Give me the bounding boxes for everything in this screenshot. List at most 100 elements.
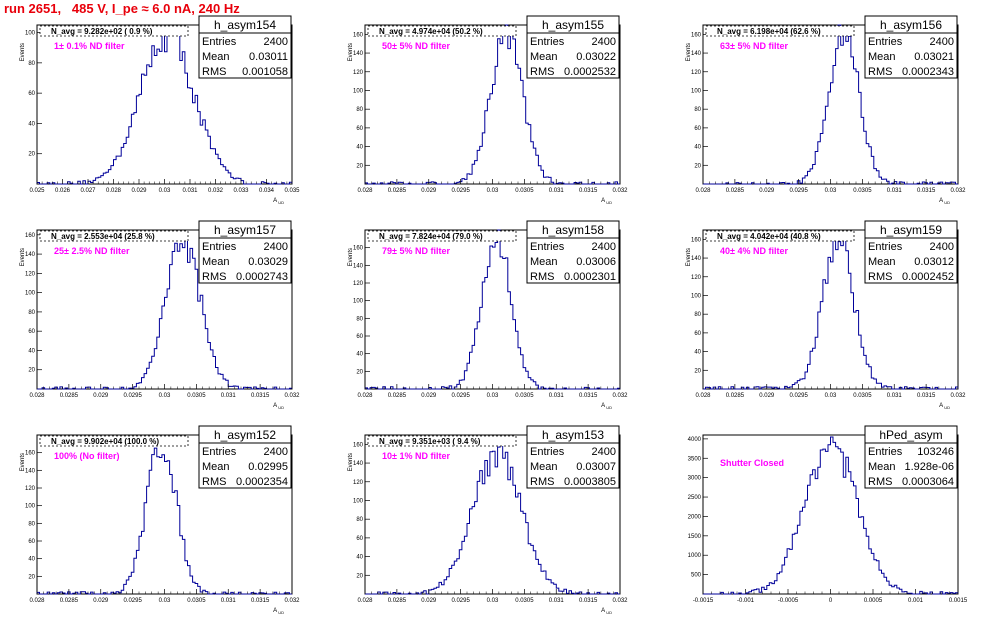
stats-box bbox=[526, 442, 620, 489]
stat-label: RMS bbox=[868, 271, 892, 283]
stat-label: RMS bbox=[868, 476, 892, 488]
navg-label: N_avg = 7.824e+04 (79.0 %) bbox=[379, 232, 483, 241]
stat-value: 2400 bbox=[592, 241, 616, 253]
y-tick-label: 60 bbox=[356, 334, 363, 340]
stat-value: 2400 bbox=[930, 241, 954, 253]
y-tick-label: 60 bbox=[28, 329, 35, 335]
y-tick-label: 100 bbox=[353, 498, 364, 504]
x-tick-label: 0.03 bbox=[487, 188, 499, 194]
y-tick-label: 40 bbox=[356, 555, 363, 561]
stat-value: 0.03011 bbox=[249, 51, 288, 63]
histogram-title: h_asym157 bbox=[214, 223, 276, 237]
y-tick-label: 120 bbox=[691, 70, 702, 76]
navg-label: N_avg = 4.042e+04 (40.8 %) bbox=[717, 232, 821, 241]
x-tick-label: 0.032 bbox=[612, 188, 628, 194]
stat-label: Mean bbox=[868, 461, 896, 473]
navg-box bbox=[39, 435, 189, 447]
x-tick-label: 0.033 bbox=[233, 188, 249, 194]
stat-value: 2400 bbox=[592, 36, 616, 48]
x-axis-title: A UD bbox=[273, 198, 284, 205]
y-tick-label: 20 bbox=[28, 574, 35, 580]
pad-h_asym158: 0.028 0.0285 0.029 0.0295 0.03 0.0305 0.031 0.0… bbox=[348, 220, 628, 410]
y-tick-label: 80 bbox=[28, 521, 35, 527]
histogram-series bbox=[37, 233, 293, 390]
x-tick-label: 0.0315 bbox=[251, 598, 270, 604]
stat-label: Mean bbox=[530, 461, 558, 473]
stat-value: 0.0002532 bbox=[564, 66, 616, 78]
x-axis-title: A UD bbox=[939, 198, 950, 205]
navg-label: N_avg = 2.553e+04 (25.8 %) bbox=[51, 232, 155, 241]
x-tick-label: 0.001 bbox=[908, 598, 924, 604]
stat-value: 0.03021 bbox=[914, 51, 954, 63]
x-tick-label: 0.0315 bbox=[917, 393, 936, 399]
y-tick-label: 2000 bbox=[688, 514, 702, 520]
pad-h_asym157: 0.028 0.0285 0.029 0.0295 0.03 0.0305 0.031 0.0… bbox=[20, 220, 300, 410]
histogram-series bbox=[364, 229, 621, 390]
histogram-title: h_asym158 bbox=[542, 223, 604, 237]
x-tick-label: 0.025 bbox=[29, 188, 45, 194]
navg-label: N_avg = 9.351e+03 ( 9.4 %) bbox=[379, 437, 481, 446]
x-tick-label: 0.034 bbox=[259, 188, 275, 194]
x-tick-label: 0.03 bbox=[487, 393, 499, 399]
stat-label: Mean bbox=[530, 256, 558, 268]
x-tick-label: 0.032 bbox=[612, 598, 628, 604]
x-tick-label: 0.0315 bbox=[579, 188, 598, 194]
y-tick-label: 40 bbox=[28, 557, 35, 563]
x-tick-label: 0.032 bbox=[208, 188, 224, 194]
stat-label: RMS bbox=[868, 66, 892, 78]
x-tick-label: 0.029 bbox=[421, 598, 437, 604]
stat-label: Mean bbox=[868, 256, 896, 268]
pad-h_asym153: 0.028 0.0285 0.029 0.0295 0.03 0.0305 0.031 0.0… bbox=[348, 425, 628, 615]
y-tick-label: 160 bbox=[353, 32, 364, 38]
x-tick-label: 0.031 bbox=[887, 393, 903, 399]
histogram-series bbox=[703, 237, 959, 390]
histogram-title: h_asym155 bbox=[542, 18, 604, 32]
filter-label: 10± 1% ND filter bbox=[382, 451, 450, 461]
stat-value: 0.0003064 bbox=[902, 476, 954, 488]
y-tick-label: 140 bbox=[353, 461, 364, 467]
x-tick-label: 0.029 bbox=[131, 188, 147, 194]
y-axis-title: Events bbox=[20, 453, 26, 471]
y-tick-label: 20 bbox=[356, 163, 363, 169]
y-tick-label: 500 bbox=[691, 573, 702, 579]
x-tick-label: 0.029 bbox=[759, 393, 775, 399]
stat-value: 2400 bbox=[930, 36, 954, 48]
y-tick-label: 80 bbox=[28, 61, 35, 67]
x-tick-label: 0.0015 bbox=[949, 598, 968, 604]
y-tick-label: 4000 bbox=[688, 437, 702, 443]
y-tick-label: 20 bbox=[356, 369, 363, 375]
stats-box bbox=[864, 442, 958, 489]
stat-value: 0.0002743 bbox=[236, 271, 288, 283]
y-tick-label: 60 bbox=[28, 539, 35, 545]
filter-label: 25± 2.5% ND filter bbox=[54, 246, 130, 256]
x-tick-label: 0.0315 bbox=[579, 393, 598, 399]
x-tick-label: 0.0005 bbox=[864, 598, 883, 604]
stat-value: 2400 bbox=[264, 446, 288, 458]
x-tick-label: 0.0295 bbox=[451, 598, 470, 604]
x-tick-label: 0.0305 bbox=[853, 393, 872, 399]
x-tick-label: 0.03 bbox=[159, 598, 171, 604]
stat-value: 2400 bbox=[592, 446, 616, 458]
y-tick-label: 140 bbox=[691, 51, 702, 57]
y-tick-label: 60 bbox=[356, 126, 363, 132]
y-tick-label: 160 bbox=[353, 246, 364, 252]
histogram-series bbox=[365, 438, 620, 595]
pad-h_asym155: 0.028 0.0285 0.029 0.0295 0.03 0.0305 0.031 0.0… bbox=[348, 15, 628, 205]
x-tick-label: 0.029 bbox=[93, 393, 109, 399]
histogram-series bbox=[36, 447, 292, 595]
y-tick-label: 40 bbox=[28, 348, 35, 354]
x-tick-label: 0.0295 bbox=[451, 393, 470, 399]
y-tick-label: 100 bbox=[691, 293, 702, 299]
stat-value: 103246 bbox=[917, 446, 954, 458]
x-tick-label: 0.0315 bbox=[579, 598, 598, 604]
y-tick-label: 100 bbox=[25, 291, 36, 297]
stat-value: 0.0002354 bbox=[236, 476, 288, 488]
stat-label: Entries bbox=[202, 241, 237, 253]
y-tick-label: 120 bbox=[25, 271, 36, 277]
y-tick-label: 3000 bbox=[688, 476, 702, 482]
filter-label: 1± 0.1% ND filter bbox=[54, 41, 125, 51]
histogram-title: h_asym156 bbox=[880, 18, 942, 32]
y-tick-label: 80 bbox=[694, 312, 701, 318]
stat-value: 0.03022 bbox=[576, 51, 616, 63]
